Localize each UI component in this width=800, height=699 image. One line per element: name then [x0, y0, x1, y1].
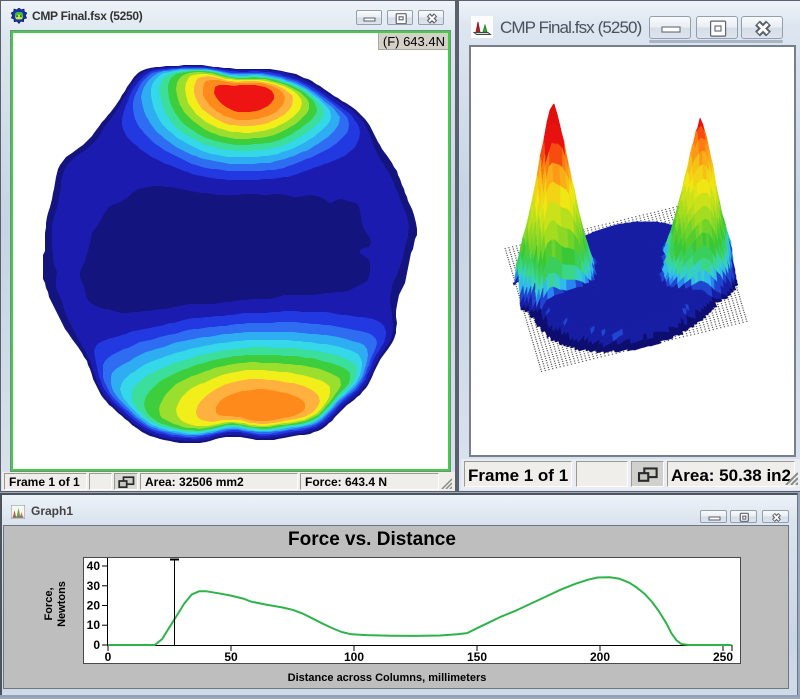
- svg-text:20: 20: [87, 599, 101, 613]
- svg-text:250: 250: [713, 650, 733, 664]
- svg-text:0: 0: [93, 638, 100, 652]
- svg-text:100: 100: [344, 650, 364, 664]
- svg-text:200: 200: [590, 650, 610, 664]
- svg-text:40: 40: [87, 559, 101, 573]
- svg-text:10: 10: [87, 618, 101, 632]
- svg-text:0: 0: [105, 650, 112, 664]
- svg-text:150: 150: [467, 650, 487, 664]
- svg-text:50: 50: [224, 650, 238, 664]
- svg-text:30: 30: [87, 579, 101, 593]
